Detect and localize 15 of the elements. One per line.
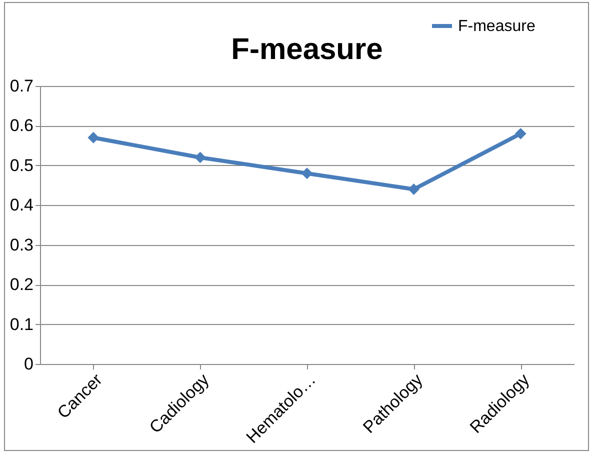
y-tick-label: 0.6 bbox=[10, 116, 34, 136]
y-tick-label: 0.5 bbox=[10, 156, 34, 175]
y-tick-label: 0.7 bbox=[10, 76, 34, 96]
point bbox=[408, 184, 420, 195]
point bbox=[514, 128, 526, 140]
chart-title: F-measure bbox=[231, 33, 383, 66]
point bbox=[301, 168, 313, 180]
y-tick-label: 0.2 bbox=[10, 275, 34, 294]
legend-label: F-measure bbox=[458, 18, 536, 35]
point bbox=[194, 152, 206, 164]
point bbox=[88, 132, 100, 144]
y-tick-label: 0.4 bbox=[10, 196, 34, 215]
y-tick-label: 0.3 bbox=[10, 235, 34, 254]
y-tick-label: 0 bbox=[24, 354, 34, 374]
y-tick-label: 0.1 bbox=[10, 314, 34, 334]
